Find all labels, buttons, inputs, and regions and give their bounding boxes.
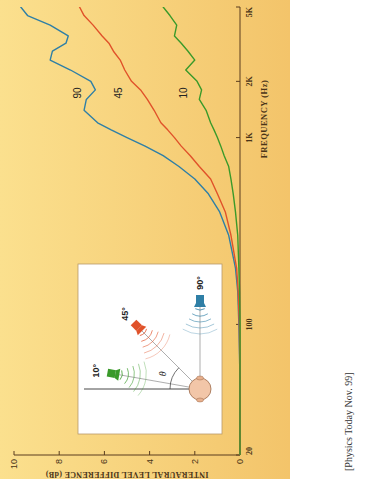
series-line [163,7,240,455]
sound-wave [143,332,159,348]
y-axis-line [14,455,240,456]
series-line [80,7,240,455]
sound-wave [129,366,134,388]
sound-wave [141,330,152,341]
series-labels: 90 45 10 [72,87,189,99]
y-axis-label: INTERAURAL LEVEL DIFFERENCE (dB) [46,470,209,479]
caption: [Physics Today Nov. 99] [343,373,354,471]
angle-label: 45° [120,307,130,321]
angle-label: 90° [195,276,205,290]
series-label: 45 [113,87,124,99]
series-label: 90 [72,87,83,99]
sound-wave [120,370,122,379]
y-tick-label: 2 [190,459,200,464]
x-tick-label: 20 [245,447,254,455]
x-tick-label: 2K [245,75,254,86]
angle-label: 10° [91,363,101,377]
sound-wave [134,364,141,392]
sound-wave [138,362,146,396]
head [189,378,211,400]
sound-wave [192,314,208,316]
y-tick-label: 0 [235,459,245,464]
y-tick [104,451,105,455]
inset-box [78,264,222,434]
y-tick-label: 6 [99,459,109,464]
ear [197,398,204,402]
speaker-cone [135,324,146,335]
sound-wave [183,329,217,334]
x-tick [236,7,240,8]
panel-background [0,0,290,479]
x-tick-label: 100 [245,318,254,330]
sound-wave [186,324,214,328]
y-tick [59,451,60,455]
y-tick-label: 8 [54,459,64,464]
source-line [138,327,200,389]
x-tick-label: 5K [245,6,254,17]
sound-wave [125,368,129,383]
series-line [21,7,240,455]
plot-area [21,7,240,455]
ear [197,376,204,380]
series-label: 10 [178,87,189,99]
sound-wave [145,334,169,358]
theta-label: θ [157,371,168,376]
x-tick-label: 1K [245,132,254,143]
y-tick-label: 4 [145,459,155,464]
speaker-cone [194,303,206,307]
y-tick [149,451,150,455]
y-tick [14,451,15,455]
y-tick [194,451,195,455]
speaker-cone [114,368,120,381]
speaker [107,369,116,378]
x-tick [236,81,240,82]
sound-wave [195,309,204,310]
inset-diagram: 10° 45° 90° θ [78,264,222,434]
chart-frame: 0 2 4 6 8 10 20 100 1K 2K 5K FREQUENCY (Hz) INTERAUR… [0,0,368,479]
chart: 0 2 4 6 8 10 20 100 1K 2K 5K FREQUENCY (Hz) INTERAUR… [0,0,368,479]
speaker [196,295,204,303]
y-tick-label: 10 [9,459,19,469]
x-axis-label: FREQUENCY (Hz) [259,80,269,159]
x-tick [236,137,240,138]
sound-wave [189,319,211,322]
angle-arc [170,368,179,389]
